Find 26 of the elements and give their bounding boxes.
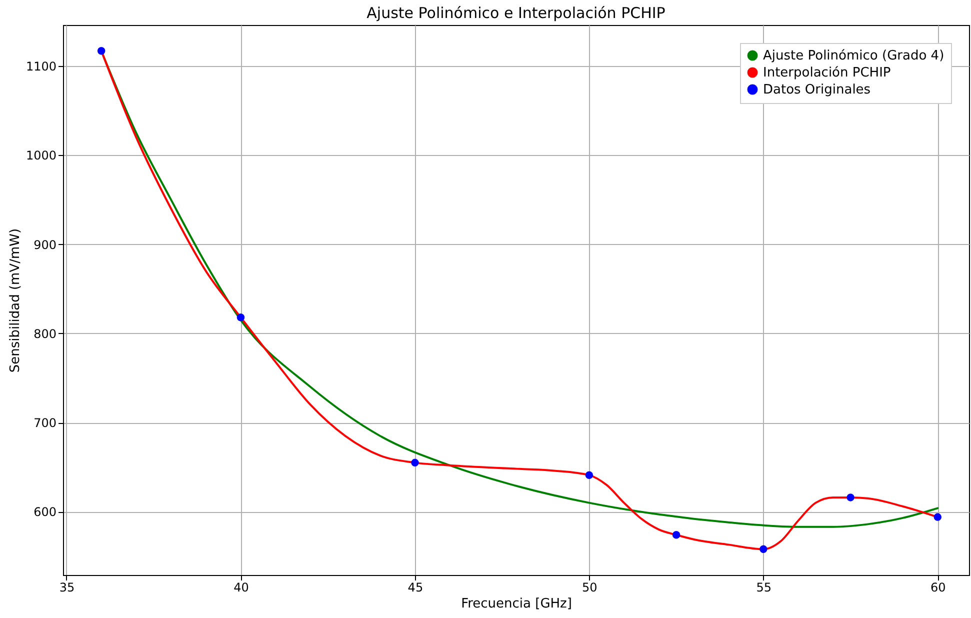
point [934, 513, 942, 521]
x-tick-label: 60 [930, 580, 946, 594]
y-tick-label: 1100 [26, 60, 56, 74]
legend-label: Ajuste Polinómico (Grado 4) [763, 48, 944, 64]
point [585, 471, 594, 480]
legend-label: Datos Originales [763, 82, 871, 98]
y-axis-title: Sensibilidad (mV/mW) [8, 228, 23, 373]
point [97, 46, 106, 55]
point [846, 494, 854, 502]
x-tick-label: 35 [59, 580, 75, 594]
x-tick-label: 45 [408, 580, 424, 594]
point [411, 458, 419, 467]
chart-title: Ajuste Polinómico e Interpolación PCHIP [366, 4, 666, 22]
y-tick-label: 1000 [26, 148, 56, 163]
point [672, 531, 680, 539]
x-tick-label: 40 [234, 580, 249, 594]
y-tick-label: 800 [34, 326, 56, 341]
y-tick-label: 700 [34, 416, 56, 430]
y-tick-label: 900 [34, 238, 56, 252]
x-axis-title: Frecuencia [GHz] [461, 596, 572, 612]
point [760, 545, 768, 554]
point [236, 314, 245, 322]
y-tick-label: 600 [34, 505, 56, 520]
x-tick-label: 55 [756, 580, 772, 594]
legend-label: Interpolación PCHIP [763, 66, 891, 80]
x-tick-label: 50 [582, 580, 598, 594]
